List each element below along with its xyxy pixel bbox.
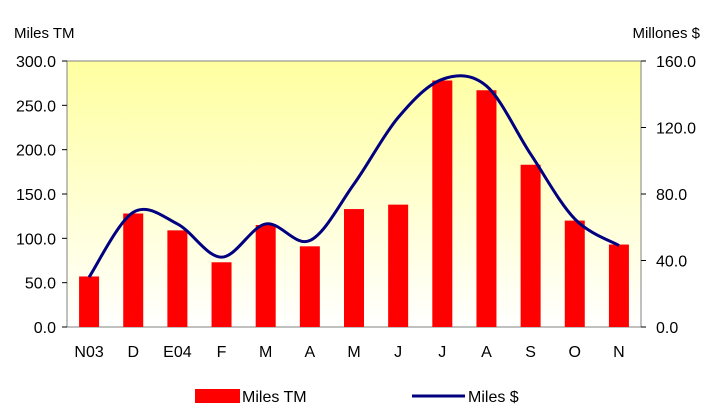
bar [299, 246, 320, 327]
legend: Miles TM Miles $ [195, 389, 519, 406]
bar [608, 244, 629, 327]
x-tick-label: N03 [74, 344, 103, 361]
left-axis-unit-label: Miles TM [14, 25, 75, 42]
bar [476, 90, 497, 327]
bar [564, 220, 585, 327]
right-axis-unit-label: Millones $ [632, 25, 700, 42]
legend-swatch-miles-tm [195, 389, 240, 403]
series-line [87, 74, 620, 278]
left-tick-label: 0.0 [34, 320, 56, 337]
x-axis-labels: N03 D E04 F M A M J J A S O N [74, 344, 624, 361]
x-tick-label: N [613, 344, 625, 361]
legend-label-miles-tm: Miles TM [242, 389, 307, 406]
x-tick-label: D [127, 344, 139, 361]
left-tick-label: 150.0 [16, 187, 56, 204]
x-tick-label: A [305, 344, 316, 361]
x-tick-label: S [525, 344, 536, 361]
right-tick-label: 160.0 [656, 54, 696, 71]
bar [123, 213, 144, 327]
right-tick-label: 0.0 [656, 320, 678, 337]
x-tick-label: A [481, 344, 492, 361]
bar [79, 276, 100, 327]
bar [344, 209, 364, 327]
x-tick-label: M [259, 344, 272, 361]
x-tick-label: M [347, 344, 360, 361]
right-tick-label: 80.0 [656, 187, 687, 204]
left-tick-label: 50.0 [25, 276, 56, 293]
bar [520, 164, 541, 327]
x-tick-label: F [217, 344, 227, 361]
left-tick-label: 250.0 [16, 98, 56, 115]
bar [255, 225, 276, 327]
bar [167, 230, 188, 327]
x-tick-label: O [569, 344, 581, 361]
bar [388, 204, 409, 327]
legend-label-miles-usd: Miles $ [468, 389, 519, 406]
bar [432, 80, 453, 327]
bar-series-miles-tm [79, 80, 629, 327]
left-tick-label: 200.0 [16, 143, 56, 160]
left-axis-ticks: 0.0 50.0 100.0 150.0 200.0 250.0 300.0 [16, 54, 67, 337]
line-series-miles-usd [87, 74, 620, 278]
left-tick-label: 300.0 [16, 54, 56, 71]
left-tick-label: 100.0 [16, 231, 56, 248]
x-tick-label: E04 [163, 344, 192, 361]
right-axis-ticks: 0.0 40.0 80.0 120.0 160.0 [641, 54, 696, 337]
x-tick-label: J [394, 344, 402, 361]
right-tick-label: 40.0 [656, 254, 687, 271]
x-tick-label: J [438, 344, 446, 361]
right-tick-label: 120.0 [656, 121, 696, 138]
bar [211, 262, 232, 327]
